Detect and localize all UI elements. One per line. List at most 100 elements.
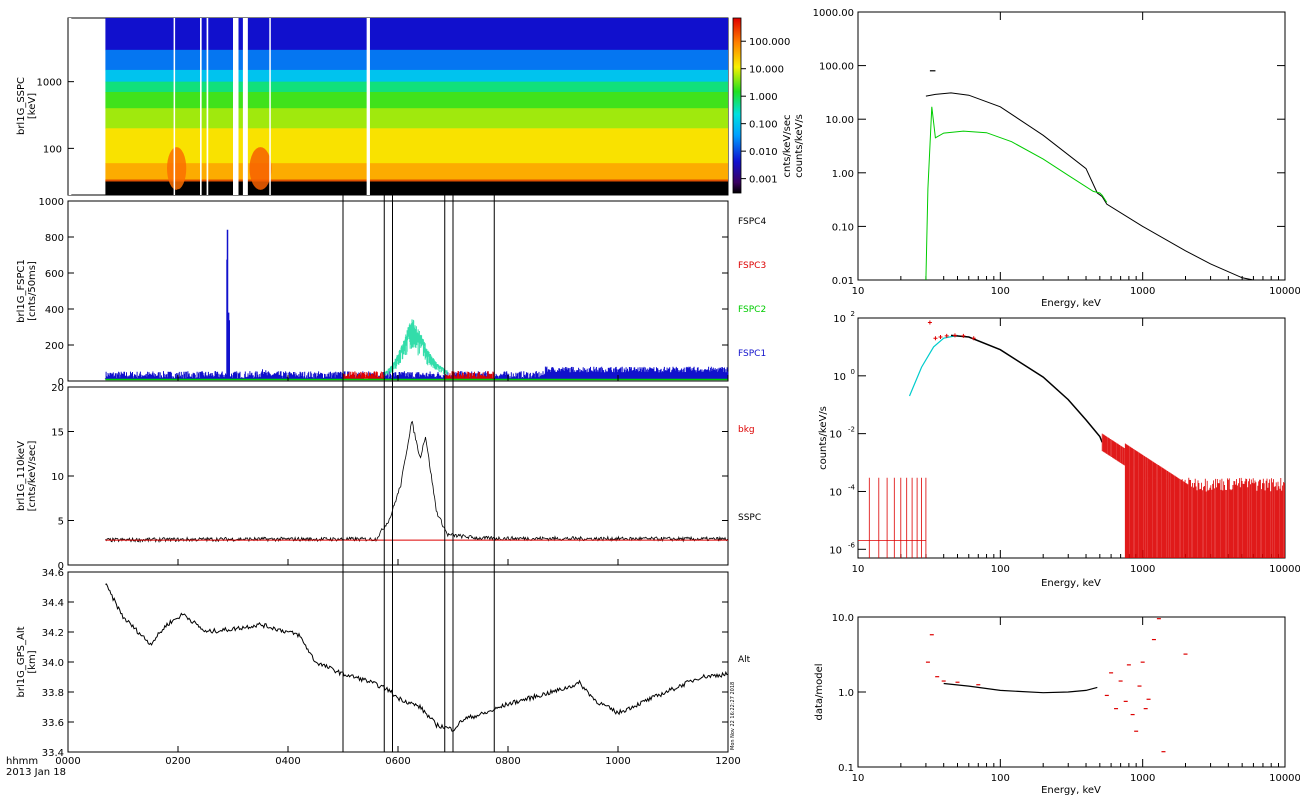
ytick-label: 10.00 <box>825 115 854 126</box>
ytick-exponent: -6 <box>848 541 856 549</box>
ytick-exponent: -2 <box>848 426 855 434</box>
ytick-label: 34.2 <box>42 628 64 639</box>
fit-ratio-ylabel: data/model <box>814 663 825 720</box>
time-tick-label: 1200 <box>715 756 740 767</box>
colorbar-tick-label: 0.010 <box>749 147 778 158</box>
data-point-red <box>961 333 966 338</box>
spectrogram-band <box>105 49 728 71</box>
spectrogram-gap <box>366 18 370 195</box>
xtick-label: 10000 <box>1269 564 1300 575</box>
time-tick-label: 0800 <box>495 756 520 767</box>
xtick-label: 100 <box>991 564 1010 575</box>
fspc-frame <box>67 200 729 382</box>
altitude-panel: 33.4 33.6 33.8 34.0 34.2 34.4 34.6 Alt brl1G_GP… <box>16 568 751 759</box>
xtick-label: 10000 <box>1269 773 1300 784</box>
xtick-label: 1000 <box>1130 564 1155 575</box>
legend-entry: bkg <box>738 425 755 435</box>
fit-ratio-panel: 10 100 1000 10000 10.0 1.0 0.1 data/model Ener… <box>814 613 1300 796</box>
ytick-exponent: 2 <box>851 310 855 318</box>
series-red-tail <box>1101 433 1285 558</box>
colorbar-tick-label: 1.000 <box>749 92 778 103</box>
series-fspc3 <box>342 371 385 379</box>
fspc-ylabel: brl1G_FSPC1[cnts/50ms] <box>16 259 38 323</box>
ytick-label: 400 <box>45 305 64 316</box>
spectrogram-y-axis: 100 1000 <box>37 78 74 155</box>
spectrogram-gap <box>206 18 209 195</box>
count-spectrum-plot: 10 100 1000 10000 1000.00 100.00 10.00 1.00 0.10… <box>813 8 1300 297</box>
data-point-red <box>933 336 938 341</box>
series-data <box>950 334 1103 443</box>
xtick-label: 1000 <box>1130 773 1155 784</box>
ytick-label: 600 <box>45 269 64 280</box>
ytick-label: 0 <box>58 377 64 388</box>
data-point-red <box>927 320 932 325</box>
ytick-label: 20 <box>51 383 64 394</box>
spectrogram-band <box>105 81 728 93</box>
ytick-label: 1.0 <box>838 688 854 699</box>
fspc-plot: 0 200 400 600 800 1000 FSPC4 FSPC3 FSPC2 FSPC1 <box>39 197 767 388</box>
ytick-label: 0.10 <box>832 222 854 233</box>
ytick-label: 10 <box>833 372 846 383</box>
time-tick-label: 1000 <box>605 756 630 767</box>
spectrogram-ytick-label: 100 <box>43 144 62 155</box>
colorbar-tick-label: 10.000 <box>749 65 784 76</box>
colorbar-tick-label: 0.100 <box>749 120 778 131</box>
ytick-label: 0.1 <box>838 763 854 774</box>
ytick-label: 1.00 <box>832 169 854 180</box>
spectrogram-gap <box>233 18 239 195</box>
colorbar-tick-label: 100.000 <box>749 37 790 48</box>
colorbar-ticks: 100.000 10.000 1.000 0.100 0.010 0.001 <box>741 37 790 186</box>
ytick-label: 5 <box>58 517 64 528</box>
series-altitude <box>105 583 729 732</box>
time-axis-label-hhmm: hhmm <box>6 756 38 767</box>
ytick-label: 1000.00 <box>813 8 854 19</box>
data-point-red <box>971 336 976 341</box>
ytick-label: 34.0 <box>42 658 64 669</box>
spectrogram-gap <box>269 18 271 195</box>
ytick-label: 10 <box>829 430 842 441</box>
spectrogram-gap <box>242 18 248 195</box>
legend-entry: FSPC3 <box>738 261 766 271</box>
ytick-label: 15 <box>51 428 64 439</box>
spectrogram-gap <box>68 18 72 195</box>
legend-entry: FSPC4 <box>738 217 766 227</box>
xtick-label: 10 <box>852 773 865 784</box>
ytick-label: 0 <box>58 561 64 572</box>
ytick-label: 100.00 <box>819 62 854 73</box>
ssp110-plot: 0 5 10 15 20 bkg SSPC <box>51 383 761 572</box>
legend-entry: FSPC2 <box>738 305 766 315</box>
time-tick-label: 0000 <box>55 756 80 767</box>
spectrogram-gap <box>200 18 202 195</box>
ssp110-panel: 0 5 10 15 20 bkg SSPC brl1G_110keV[cnts/keV/se… <box>16 383 761 572</box>
ytick-exponent: -4 <box>848 483 856 491</box>
time-axis-date: 2013 Jan 18 <box>6 767 66 778</box>
xtick-label: 10 <box>852 564 865 575</box>
spectrogram-gap <box>173 18 176 195</box>
series-model <box>908 334 958 397</box>
spectrogram-low-band <box>105 181 728 195</box>
legend-entry: Alt <box>738 655 751 665</box>
data-point-red <box>944 333 949 338</box>
spectrogram-band <box>105 108 728 129</box>
series-background <box>925 106 1108 281</box>
count-spectrum-ylabel-2: cnts/keV/sec <box>782 115 793 178</box>
xtick-label: 1000 <box>1130 286 1155 297</box>
series-total <box>925 92 1254 281</box>
colorbar-tick-label: 0.001 <box>749 175 778 186</box>
xtick-label: 100 <box>991 773 1010 784</box>
ytick-label: 200 <box>45 341 64 352</box>
ytick-label: 34.4 <box>42 598 64 609</box>
ytick-label: 33.8 <box>42 688 64 699</box>
xtick-label: 100 <box>991 286 1010 297</box>
series-red-low <box>858 477 927 558</box>
count-spectrum-frame <box>857 11 1286 281</box>
spectrogram-band <box>105 163 728 182</box>
legend-entry: SSPC <box>738 513 761 523</box>
spectral-fit-ylabel: counts/keV/s <box>818 406 829 470</box>
series-ratio <box>943 682 1098 694</box>
time-axis: 0000 0200 0400 0600 0800 1000 1200 <box>55 189 741 767</box>
altitude-plot: 33.4 33.6 33.8 34.0 34.2 34.4 34.6 Alt <box>42 568 751 759</box>
data-point-red <box>952 333 957 338</box>
